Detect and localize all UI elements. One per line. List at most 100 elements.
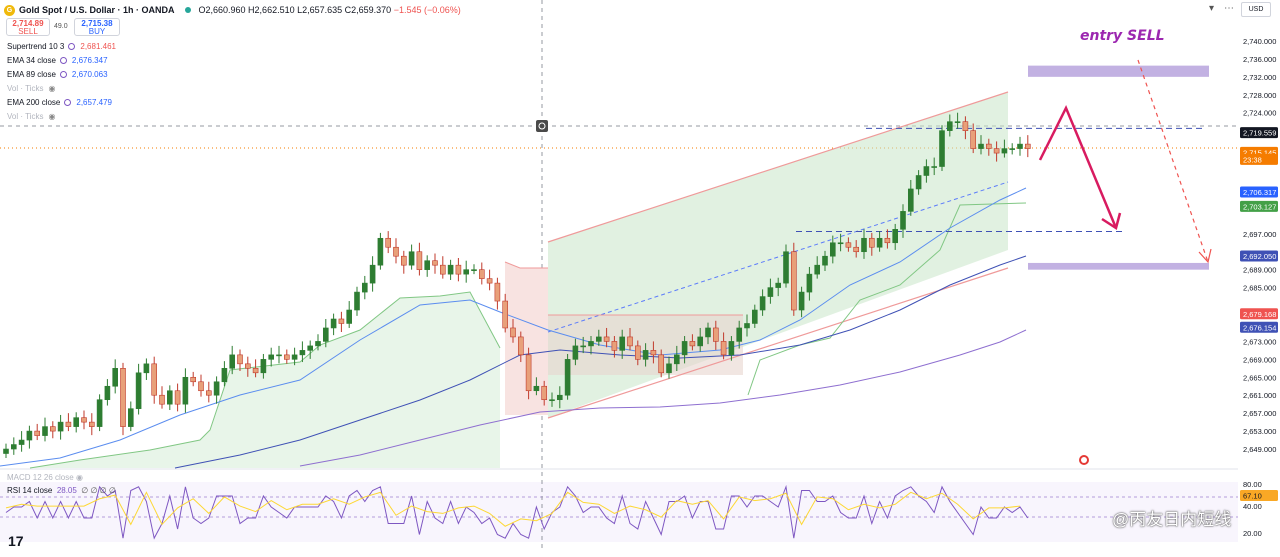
candle-up bbox=[408, 251, 415, 266]
candle-up bbox=[775, 282, 782, 288]
candle-up bbox=[354, 291, 360, 311]
candle-up bbox=[806, 273, 813, 293]
dashed-projection bbox=[1137, 59, 1209, 263]
sell-button[interactable]: 2,714.89 SELL bbox=[6, 18, 50, 36]
supertrend-line-right bbox=[747, 202, 1027, 396]
settings-icon[interactable] bbox=[64, 99, 72, 106]
legend-value: 2,681.461 bbox=[80, 42, 116, 51]
ema200-line bbox=[299, 329, 1027, 467]
dropdown-icon[interactable]: ▾ bbox=[1209, 3, 1215, 14]
candle-down bbox=[206, 390, 212, 396]
candle-down bbox=[478, 269, 485, 279]
legend-vol-2[interactable]: Vol · Ticks ◉ bbox=[7, 112, 55, 121]
candle-up bbox=[580, 345, 587, 348]
eye-icon[interactable]: ◉ bbox=[48, 112, 56, 121]
price-tick-label: 2,736.000 bbox=[1243, 55, 1276, 64]
eye-icon[interactable]: ◉ bbox=[75, 473, 83, 482]
candle-up bbox=[946, 121, 953, 131]
candle-up bbox=[128, 408, 134, 427]
candle-up bbox=[588, 341, 594, 347]
candle-up bbox=[182, 376, 189, 405]
candle-up bbox=[299, 350, 306, 356]
price-label-bg bbox=[1240, 127, 1278, 139]
legend-supertrend[interactable]: Supertrend 10 3 2,681.461 bbox=[7, 42, 116, 51]
sell-label: SELL bbox=[18, 27, 38, 36]
settings-icon[interactable] bbox=[59, 57, 67, 64]
candle-up bbox=[1017, 143, 1023, 149]
candle-up bbox=[549, 399, 555, 402]
candle-down bbox=[525, 354, 532, 392]
legend-name: Supertrend 10 3 bbox=[7, 42, 65, 51]
legend-name: EMA 34 close bbox=[7, 56, 56, 65]
rsi-tick-label: 80.00 bbox=[1243, 480, 1262, 489]
candle-up bbox=[322, 327, 329, 342]
candle-down bbox=[34, 430, 41, 436]
candle-down bbox=[868, 237, 875, 248]
currency-selector[interactable]: USD bbox=[1241, 2, 1271, 17]
candle-down bbox=[432, 260, 438, 266]
rsi-legend[interactable]: RSI 14 close 28.05 ∅ ∅ ∅ ∅ bbox=[7, 486, 116, 495]
settings-icon[interactable] bbox=[68, 43, 76, 50]
macd-legend[interactable]: MACD 12 26 close ◉ bbox=[7, 473, 83, 482]
candle-down bbox=[283, 354, 290, 360]
eye-icon[interactable]: ◉ bbox=[48, 84, 56, 93]
legend-ema34[interactable]: EMA 34 close 2,676.347 bbox=[7, 56, 108, 65]
candle-up bbox=[915, 175, 922, 190]
candle-up bbox=[268, 354, 275, 360]
channel-bottom-line bbox=[547, 267, 1009, 419]
rsi-tick-label: 20.00 bbox=[1243, 529, 1262, 538]
rsi-signal-line bbox=[5, 491, 1021, 527]
more-icon[interactable]: ⋯ bbox=[1224, 3, 1234, 14]
candle-up bbox=[315, 341, 321, 347]
watermark-text: @丙友日内短线 bbox=[1112, 510, 1232, 529]
candle-up bbox=[11, 444, 17, 450]
candle-up bbox=[751, 309, 758, 324]
candle-up bbox=[471, 269, 477, 271]
legend-ema200[interactable]: EMA 200 close 2,657.479 bbox=[7, 98, 112, 107]
candle-up bbox=[1009, 148, 1016, 150]
supertrend-fill bbox=[0, 292, 500, 468]
candle-down bbox=[338, 318, 345, 324]
supertrend-line bbox=[29, 291, 501, 469]
candle-up bbox=[907, 188, 914, 212]
candle-up bbox=[798, 291, 805, 311]
price-label: 2,676.154 bbox=[1243, 323, 1276, 332]
legend-ema89[interactable]: EMA 89 close 2,670.063 bbox=[7, 70, 108, 79]
candle-down bbox=[962, 121, 969, 131]
rsi-band bbox=[0, 482, 1238, 542]
candle-up bbox=[697, 336, 704, 347]
candle-down bbox=[603, 336, 610, 342]
candle-up bbox=[143, 363, 150, 374]
price-label: 2,715.145 bbox=[1243, 148, 1276, 157]
price-label-bg bbox=[1240, 153, 1278, 165]
candle-up bbox=[892, 229, 899, 244]
candle-up bbox=[346, 309, 353, 324]
candle-down bbox=[49, 426, 56, 432]
candle-down bbox=[190, 376, 196, 383]
candle-down bbox=[970, 130, 977, 149]
candle-up bbox=[572, 345, 579, 360]
buy-button[interactable]: 2,715.38 BUY bbox=[74, 18, 120, 36]
candle-down bbox=[151, 363, 157, 396]
candle-up bbox=[260, 359, 267, 374]
candle-up bbox=[135, 372, 142, 409]
ema89-line bbox=[174, 255, 1027, 469]
candle-up bbox=[291, 354, 298, 360]
candle-down bbox=[884, 237, 891, 244]
dashed-arrow-head bbox=[1198, 248, 1212, 264]
candle-up bbox=[447, 264, 454, 275]
candle-down bbox=[689, 341, 696, 347]
legend-vol[interactable]: Vol · Ticks ◉ bbox=[7, 84, 55, 93]
candle-up bbox=[18, 439, 25, 445]
legend-value: 2,657.479 bbox=[76, 98, 112, 107]
candle-up bbox=[783, 251, 789, 284]
settings-icon[interactable] bbox=[59, 71, 67, 78]
candle-up bbox=[104, 385, 111, 401]
symbol-title[interactable]: Gold Spot / U.S. Dollar · 1h · OANDA bbox=[19, 5, 175, 15]
candle-up bbox=[377, 237, 384, 266]
tradingview-logo-icon[interactable]: 17 bbox=[8, 533, 24, 549]
price-tick-label: 2,649.000 bbox=[1243, 445, 1276, 454]
candle-down bbox=[611, 341, 618, 351]
